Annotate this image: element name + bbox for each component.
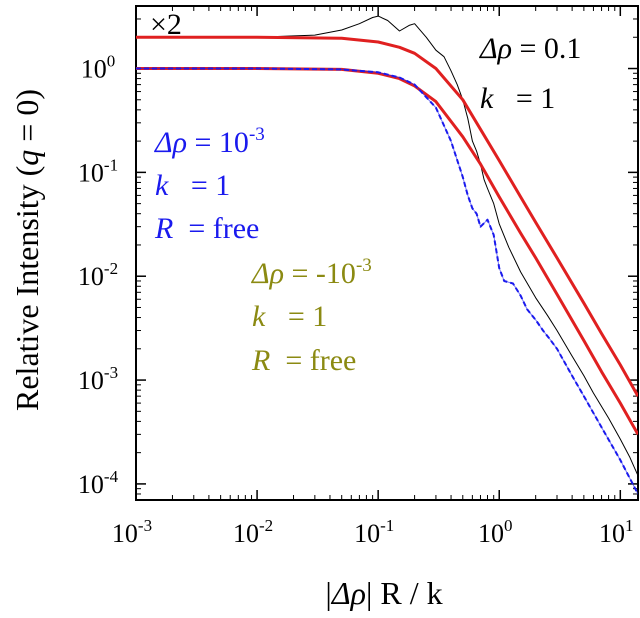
x-tick-base: 10 xyxy=(478,519,504,548)
plot-frame xyxy=(135,5,639,501)
annotation-olive-rho: Δρ = -10-3 xyxy=(251,255,372,290)
y-tick-base: 10 xyxy=(78,262,104,291)
annotation-x2: ×2 xyxy=(150,8,182,41)
y-tick-exp: -4 xyxy=(104,467,119,486)
x-tick-exp: -3 xyxy=(138,516,152,535)
annotation-olive-R: R = free xyxy=(251,344,356,377)
y-label-prefix: Relative Intensity ( xyxy=(9,166,45,411)
x-axis-label: |Δρ| R / k xyxy=(325,575,442,611)
y-axis-label: Relative Intensity (q = 0) xyxy=(9,89,45,411)
annotation-blue-R: R = free xyxy=(154,212,259,245)
annotations: ×2Δρ = 0.1k = 1Δρ = 10-3k = 1R = freeΔρ … xyxy=(150,8,581,377)
y-tick-label: 10-4 xyxy=(78,467,119,499)
y-tick-label: 10-1 xyxy=(78,155,118,187)
series-line-red-upper xyxy=(136,35,638,397)
x-label-bar-open: | xyxy=(325,575,331,611)
annotation-olive-k: k = 1 xyxy=(252,300,327,333)
x-tick-exp: 0 xyxy=(504,516,513,535)
series-line-red-lower xyxy=(136,67,638,436)
y-tick-exp: 0 xyxy=(107,52,116,71)
annotation-symbol: Δρ xyxy=(154,126,187,159)
annotation-value: = 1 xyxy=(493,82,555,115)
series-group xyxy=(136,15,638,495)
x-tick-base: 10 xyxy=(354,519,380,548)
y-label-suffix: = 0) xyxy=(9,89,45,150)
annotation-value: = -10 xyxy=(284,257,356,290)
y-tick-base: 10 xyxy=(81,55,107,84)
series-line-black-thin xyxy=(136,15,638,476)
annotation-black-k: k = 1 xyxy=(480,82,555,115)
annotation-value: = free xyxy=(270,344,356,377)
y-tick-base: 10 xyxy=(78,158,104,187)
y-tick-exp: -2 xyxy=(104,259,118,278)
x-tick-exp: 1 xyxy=(625,516,634,535)
x-tick-base: 10 xyxy=(112,519,138,548)
x-label-rest: | R / k xyxy=(366,575,443,611)
annotation-blue-k: k = 1 xyxy=(155,169,230,202)
annotation-symbol: k xyxy=(252,300,266,333)
x-tick-label: 10-3 xyxy=(112,516,152,548)
annotation-symbol: k xyxy=(155,169,169,202)
annotation-sup: -3 xyxy=(249,124,265,145)
x-tick-label: 10-1 xyxy=(354,516,394,548)
x-tick-exp: -2 xyxy=(259,516,273,535)
annotation-value: = 10 xyxy=(187,126,249,159)
annotation-black-rho: Δρ = 0.1 xyxy=(479,32,581,65)
y-tick-base: 10 xyxy=(78,470,104,499)
annotation-value: = free xyxy=(173,212,259,245)
annotation-blue-rho: Δρ = 10-3 xyxy=(154,124,265,159)
y-tick-exp: -3 xyxy=(104,363,118,382)
y-tick-label: 10-3 xyxy=(78,363,118,395)
annotation-value: = 1 xyxy=(265,300,327,333)
series-line-blue-under xyxy=(136,68,638,495)
annotation-sup: -3 xyxy=(356,255,372,276)
annotation-symbol: R xyxy=(251,344,270,377)
x-label-symbol: Δρ xyxy=(330,575,366,611)
y-tick-label: 100 xyxy=(81,52,116,84)
annotation-symbol: R xyxy=(154,212,173,245)
y-tick-label: 10-2 xyxy=(78,259,118,291)
annotation-text: ×2 xyxy=(150,8,182,41)
y-label-q: q xyxy=(9,150,45,166)
annotation-symbol: k xyxy=(480,82,494,115)
x-tick-label: 101 xyxy=(599,516,634,548)
annotation-value: = 1 xyxy=(168,169,230,202)
y-tick-base: 10 xyxy=(78,366,104,395)
annotation-value: = 0.1 xyxy=(512,32,581,65)
x-tick-base: 10 xyxy=(233,519,259,548)
annotation-symbol: Δρ xyxy=(251,257,284,290)
x-tick-label: 100 xyxy=(478,516,513,548)
y-tick-exp: -1 xyxy=(104,155,118,174)
x-tick-base: 10 xyxy=(599,519,625,548)
annotation-symbol: Δρ xyxy=(479,32,512,65)
x-tick-exp: -1 xyxy=(380,516,394,535)
x-tick-label: 10-2 xyxy=(233,516,273,548)
